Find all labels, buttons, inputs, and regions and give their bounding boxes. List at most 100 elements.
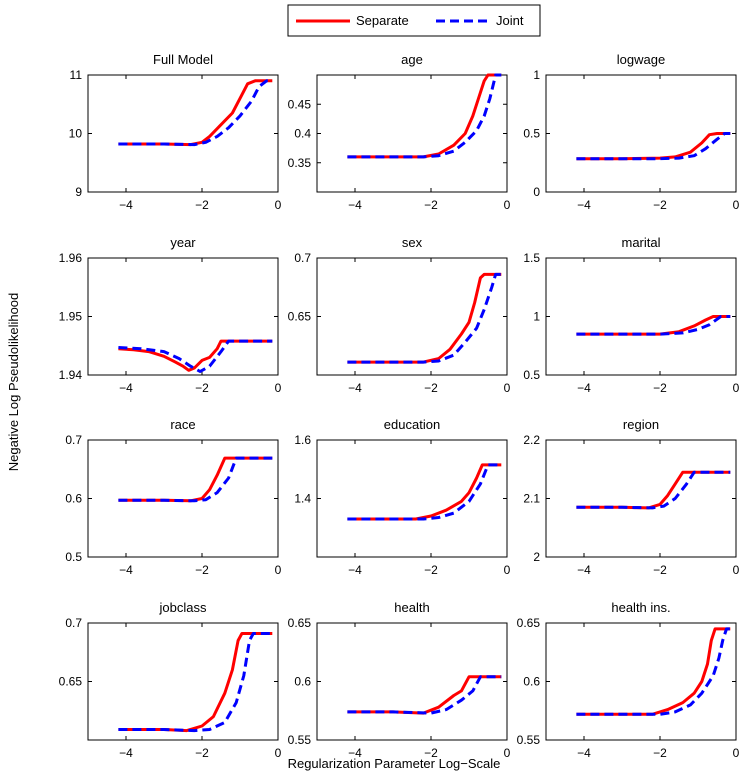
x-tick-label: 0 — [733, 746, 740, 760]
x-tick-label: −2 — [195, 198, 209, 212]
x-tick-label: 0 — [504, 198, 511, 212]
series-line-separate — [347, 272, 502, 364]
series-group — [576, 470, 731, 510]
x-tick-label: −2 — [424, 563, 438, 577]
series-group — [347, 73, 502, 159]
y-tick-label: 0.65 — [288, 310, 312, 324]
panel-frame — [87, 257, 279, 376]
x-tick-label: −2 — [424, 198, 438, 212]
x-tick-label: −4 — [577, 563, 591, 577]
y-tick-label: 9 — [75, 185, 82, 199]
x-tick-label: −2 — [424, 381, 438, 395]
panel-title: education — [384, 417, 440, 432]
series-group — [347, 272, 502, 364]
panel-marital: marital −4 −2 0 0.5 1 1.5 — [523, 235, 739, 395]
y-tick-label: 0.65 — [288, 616, 312, 630]
x-tick-label: −2 — [653, 746, 667, 760]
y-tick-label: 2.1 — [523, 492, 540, 506]
panel-title: age — [401, 52, 423, 67]
panel-year: year −4 −2 0 1.94 1.95 1.96 — [59, 235, 282, 395]
y-tick-label: 1.94 — [59, 368, 83, 382]
panel-title: health ins. — [611, 600, 670, 615]
panel-title: year — [170, 235, 196, 250]
y-tick-label: 0.6 — [523, 675, 540, 689]
y-axis-label: Negative Log Pseudolikelihood — [6, 293, 21, 472]
x-tick-label: 0 — [275, 198, 282, 212]
series-line-separate — [118, 339, 273, 372]
panel-frame — [316, 257, 508, 376]
x-tick-label: −4 — [577, 381, 591, 395]
panel-title: marital — [621, 235, 660, 250]
x-tick-label: −4 — [119, 198, 133, 212]
series-group — [576, 627, 731, 716]
y-tick-label: 1.95 — [59, 310, 83, 324]
x-axis-label: Regularization Parameter Log−Scale — [288, 756, 501, 771]
panel-frame — [87, 622, 279, 741]
y-tick-label: 1 — [533, 68, 540, 82]
y-tick-label: 1 — [533, 310, 540, 324]
panel-title: jobclass — [159, 600, 207, 615]
y-tick-label: 0.45 — [288, 97, 312, 111]
x-tick-label: 0 — [275, 746, 282, 760]
x-tick-label: −2 — [195, 563, 209, 577]
x-tick-label: −4 — [119, 381, 133, 395]
x-tick-label: 0 — [275, 563, 282, 577]
x-tick-label: −2 — [195, 746, 209, 760]
y-tick-label: 0.7 — [65, 433, 82, 447]
series-line-joint — [118, 456, 273, 503]
series-line-joint — [576, 470, 731, 510]
y-tick-label: 0.7 — [65, 616, 82, 630]
x-tick-label: −4 — [577, 198, 591, 212]
y-tick-label: 0.5 — [65, 550, 82, 564]
x-tick-label: −4 — [119, 746, 133, 760]
y-tick-label: 0.55 — [517, 733, 541, 747]
x-tick-label: 0 — [275, 381, 282, 395]
panel-education: education −4 −2 0 1.4 1.6 — [294, 417, 510, 577]
series-line-joint — [118, 632, 273, 733]
y-tick-label: 0.5 — [523, 368, 540, 382]
panel-race: race −4 −2 0 0.5 0.6 0.7 — [65, 417, 281, 577]
x-tick-label: −2 — [653, 563, 667, 577]
x-tick-label: −4 — [119, 563, 133, 577]
y-tick-label: 1.5 — [523, 251, 540, 265]
panel-age: age −4 −2 0 0.35 0.4 0.45 — [288, 52, 511, 212]
series-group — [347, 675, 502, 715]
series-group — [576, 132, 731, 161]
series-group — [118, 79, 273, 147]
y-tick-label: 0.7 — [294, 251, 311, 265]
y-tick-label: 0.65 — [59, 675, 83, 689]
y-tick-label: 0.6 — [294, 675, 311, 689]
panel-frame — [87, 74, 279, 193]
panel-frame — [545, 622, 737, 741]
x-tick-label: 0 — [504, 381, 511, 395]
series-line-joint — [347, 675, 502, 715]
panel-health-ins: health ins. −4 −2 0 0.55 0.6 0.65 — [517, 600, 740, 760]
series-line-separate — [576, 627, 731, 716]
panel-frame — [316, 439, 508, 558]
panel-frame — [545, 257, 737, 376]
y-tick-label: 1.4 — [294, 492, 311, 506]
series-group — [118, 632, 273, 733]
series-line-joint — [576, 315, 731, 336]
series-line-separate — [347, 73, 502, 159]
x-tick-label: −2 — [653, 198, 667, 212]
x-tick-label: 0 — [733, 381, 740, 395]
series-line-separate — [118, 79, 273, 147]
panel-frame — [316, 622, 508, 741]
x-tick-label: −2 — [653, 381, 667, 395]
y-tick-label: 0.65 — [517, 616, 541, 630]
panel-title: race — [170, 417, 195, 432]
y-tick-label: 0.5 — [523, 127, 540, 141]
panel-title: Full Model — [153, 52, 213, 67]
panel-frame — [316, 74, 508, 193]
panel-frame — [545, 74, 737, 193]
series-line-joint — [576, 627, 731, 716]
y-tick-label: 10 — [69, 127, 83, 141]
panel-region: region −4 −2 0 2 2.1 2.2 — [523, 417, 739, 577]
legend: Separate Joint — [287, 4, 541, 37]
x-tick-label: −4 — [348, 198, 362, 212]
y-tick-label: 0.35 — [288, 156, 312, 170]
panel-title: logwage — [617, 52, 665, 67]
